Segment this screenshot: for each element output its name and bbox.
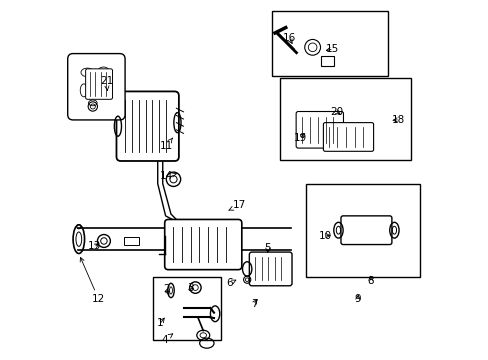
- Bar: [320, 56, 333, 66]
- Text: 18: 18: [391, 115, 405, 125]
- Bar: [124, 237, 139, 244]
- Text: 2: 2: [163, 284, 169, 294]
- Text: 4: 4: [161, 334, 172, 345]
- FancyBboxPatch shape: [340, 216, 391, 244]
- Text: 7: 7: [250, 299, 257, 309]
- Text: 8: 8: [366, 276, 373, 286]
- Bar: [280, 78, 410, 160]
- Text: 9: 9: [354, 294, 361, 304]
- FancyBboxPatch shape: [85, 69, 112, 99]
- Text: 19: 19: [293, 133, 306, 143]
- Ellipse shape: [166, 172, 180, 186]
- Text: 14: 14: [160, 171, 177, 181]
- Text: 12: 12: [80, 257, 105, 304]
- Bar: [153, 277, 221, 339]
- Text: 16: 16: [282, 33, 295, 44]
- Text: 17: 17: [228, 200, 246, 210]
- Text: 5: 5: [264, 243, 270, 253]
- FancyBboxPatch shape: [67, 54, 125, 120]
- FancyBboxPatch shape: [323, 123, 373, 151]
- FancyBboxPatch shape: [164, 220, 241, 270]
- Text: 1: 1: [157, 318, 164, 328]
- Text: 13: 13: [88, 241, 101, 251]
- FancyBboxPatch shape: [116, 91, 179, 161]
- FancyBboxPatch shape: [249, 252, 291, 286]
- Bar: [272, 12, 387, 76]
- Text: 6: 6: [225, 278, 235, 288]
- Bar: [305, 184, 419, 277]
- Text: 20: 20: [329, 107, 343, 117]
- Text: 11: 11: [160, 138, 173, 151]
- Text: 3: 3: [186, 283, 193, 293]
- Text: 21: 21: [100, 76, 113, 91]
- FancyBboxPatch shape: [296, 112, 343, 148]
- Text: 10: 10: [318, 231, 331, 240]
- Text: 15: 15: [325, 44, 338, 54]
